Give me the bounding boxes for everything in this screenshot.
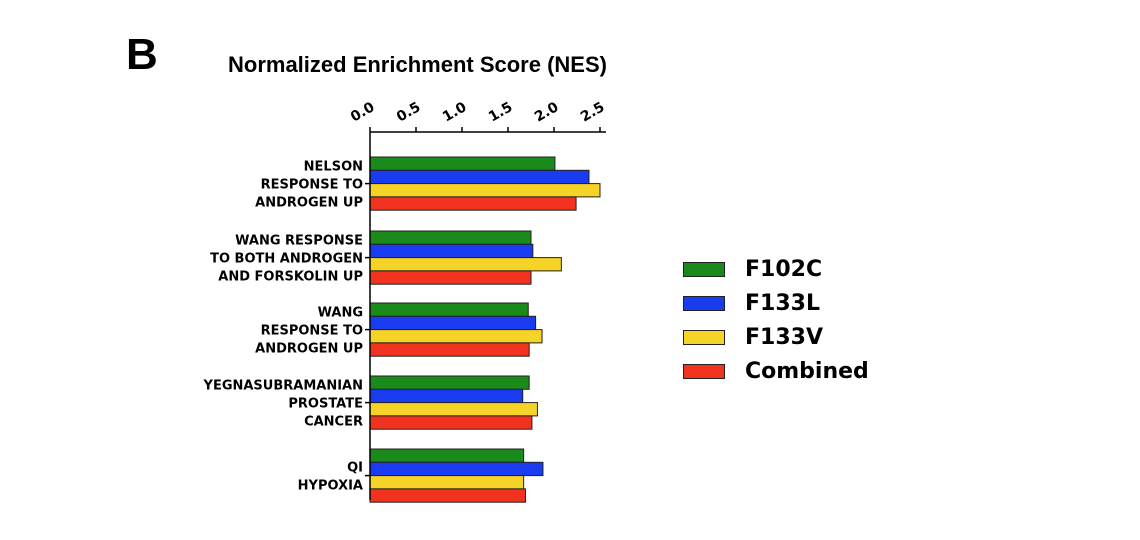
- category-label-line: RESPONSE TO: [261, 178, 363, 193]
- bar-f133v-2: [369, 329, 543, 344]
- x-tick-label: 0.5: [394, 99, 423, 125]
- bar-combined-1: [369, 270, 532, 285]
- bar-f133v-3: [369, 402, 538, 417]
- x-ticks-group: 0.0 0.5 1.0 1.5 2.0 2.5: [348, 99, 607, 132]
- legend-swatch: [683, 329, 725, 345]
- bar-f133v-0: [369, 183, 601, 198]
- legend-label: F133V: [745, 324, 823, 350]
- legend-item-f102c: F102C: [683, 252, 869, 286]
- legend-label: F102C: [745, 256, 823, 282]
- category-label-line: RESPONSE TO: [261, 324, 363, 339]
- axes-group: [369, 131, 606, 500]
- category-label-line: WANG: [318, 306, 363, 321]
- bar-f133v-1: [369, 257, 562, 272]
- x-tick-label: 2.5: [578, 99, 607, 125]
- category-label-line: CANCER: [304, 415, 363, 430]
- bar-f133l-4: [369, 461, 544, 477]
- bar-f102c-1: [369, 230, 532, 245]
- category-label-line: NELSON: [304, 160, 363, 175]
- category-labels-group: NELSON RESPONSE TO ANDROGEN UP WANG RESPONS…: [203, 160, 370, 494]
- bar-combined-2: [369, 342, 530, 357]
- panel-label: B: [126, 30, 158, 79]
- category-label-line: PROSTATE: [288, 397, 363, 412]
- x-tick-label: 1.5: [486, 99, 515, 125]
- bar-f102c-4: [369, 448, 525, 463]
- bar-f133v-4: [369, 475, 525, 490]
- legend-item-f133l: F133L: [683, 286, 869, 320]
- legend-swatch: [683, 295, 725, 311]
- bar-combined-4: [369, 488, 526, 503]
- x-tick-label: 2.0: [532, 99, 562, 125]
- legend-label: Combined: [745, 358, 869, 384]
- category-label-line: HYPOXIA: [298, 479, 363, 494]
- category-label-line: QI: [347, 461, 363, 476]
- bar-f133l-3: [369, 388, 524, 404]
- bar-f102c-0: [369, 156, 556, 171]
- bar-f133l-1: [369, 243, 534, 259]
- legend-swatch: [683, 363, 725, 379]
- legend-swatch: [683, 261, 725, 277]
- bars-group: [369, 156, 601, 503]
- category-label-line: TO BOTH ANDROGEN: [210, 252, 363, 267]
- legend: F102C F133L F133V Combined: [683, 252, 869, 388]
- category-label-line: WANG RESPONSE: [235, 234, 363, 249]
- x-tick-label: 0.0: [348, 99, 378, 125]
- bar-f102c-3: [369, 375, 530, 390]
- category-label-line: ANDROGEN UP: [255, 342, 363, 357]
- bar-f133l-2: [369, 315, 537, 331]
- legend-item-f133v: F133V: [683, 320, 869, 354]
- category-label-line: ANDROGEN UP: [255, 196, 363, 211]
- category-label-line: YEGNASUBRAMANIAN: [203, 379, 363, 394]
- bar-f133l-0: [369, 169, 590, 185]
- bar-f102c-2: [369, 302, 529, 317]
- bar-combined-0: [369, 196, 577, 211]
- x-tick-label: 1.0: [440, 99, 470, 125]
- bar-combined-3: [369, 415, 533, 430]
- category-label-line: AND FORSKOLIN UP: [218, 270, 363, 285]
- chart-title: Normalized Enrichment Score (NES): [228, 52, 607, 77]
- legend-label: F133L: [745, 290, 820, 316]
- legend-item-combined: Combined: [683, 354, 869, 388]
